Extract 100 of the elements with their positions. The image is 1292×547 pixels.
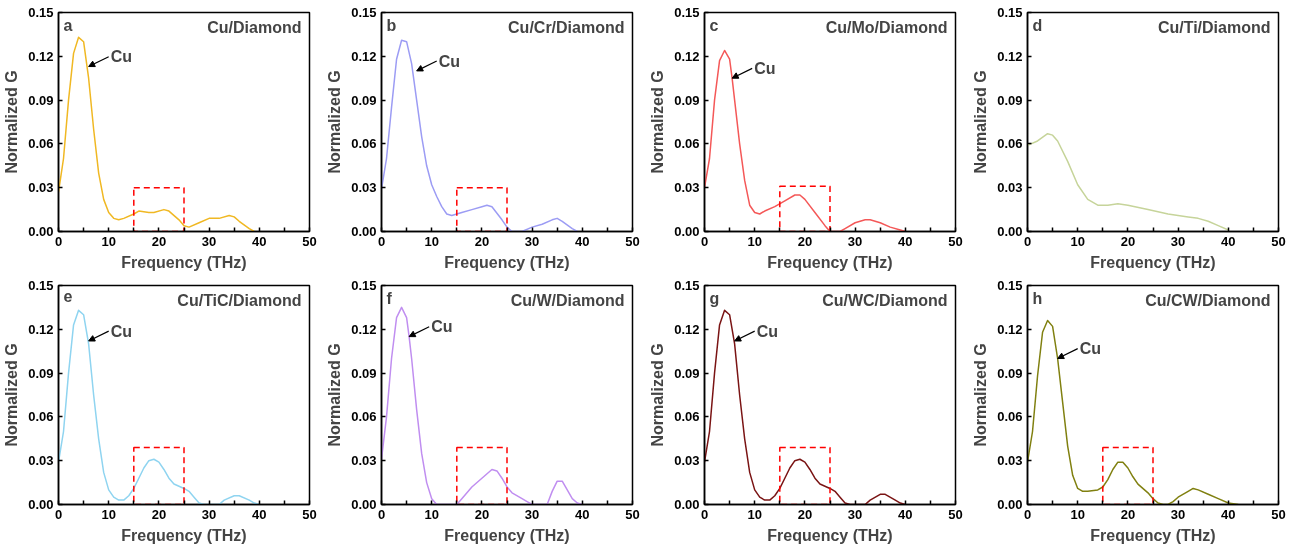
y-tick-label: 0.03 [28, 453, 54, 469]
x-tick-label: 30 [201, 506, 217, 522]
x-tick-label: 20 [151, 506, 167, 522]
y-tick-label: 0.00 [351, 497, 377, 512]
annotation: Cu [756, 322, 779, 340]
x-tick-label: 30 [524, 233, 540, 249]
annotation: g [709, 289, 720, 307]
annotation: Cu [754, 59, 776, 77]
x-tick-label: 30 [847, 233, 863, 249]
chart-title: Cu/W/Diamond [510, 291, 625, 309]
chart-title: Cu/WC/Diamond [822, 291, 948, 309]
x-axis-title: Frequency (THz) [121, 253, 247, 271]
y-tick-label: 0.09 [674, 365, 700, 381]
y-tick-label: 0.03 [997, 180, 1023, 196]
x-tick-label: 30 [201, 233, 217, 249]
annotation: Cu [110, 48, 133, 66]
x-tick-label: 40 [1221, 233, 1236, 249]
y-tick-label: 0.06 [351, 136, 377, 152]
x-tick-label: 10 [101, 506, 116, 522]
y-tick-label: 0.12 [351, 321, 377, 337]
x-tick-label: 40 [252, 233, 267, 249]
y-axis-title: Normalized G [972, 343, 990, 447]
chart-title: Cu/Mo/Diamond [825, 18, 948, 36]
chart-title: Cu/TiC/Diamond [177, 291, 302, 309]
y-tick-label: 0.09 [28, 365, 54, 381]
y-tick-label: 0.03 [351, 453, 377, 469]
annotation: Cu [1079, 340, 1102, 358]
annotation: d [1032, 16, 1043, 34]
y-axis-title: Normalized G [649, 343, 667, 447]
annotation: b [386, 16, 397, 34]
x-tick-label: 40 [252, 506, 267, 522]
x-tick-label: 0 [377, 233, 386, 249]
y-tick-label: 0.00 [997, 497, 1023, 512]
y-axis-title: Normalized G [3, 343, 21, 447]
y-tick-label: 0.15 [674, 278, 700, 293]
x-tick-label: 20 [1120, 233, 1136, 249]
x-tick-label: 20 [1120, 506, 1136, 522]
x-tick-label: 30 [1170, 233, 1186, 249]
y-tick-label: 0.09 [351, 92, 377, 108]
x-tick-label: 10 [101, 233, 116, 249]
y-tick-label: 0.12 [997, 48, 1023, 64]
y-tick-label: 0.00 [28, 224, 54, 239]
x-axis-title: Frequency (THz) [1090, 253, 1216, 271]
y-tick-label: 0.03 [351, 180, 377, 196]
x-tick-label: 50 [302, 233, 317, 249]
y-tick-label: 0.09 [351, 365, 377, 381]
x-tick-label: 20 [797, 233, 813, 249]
x-tick-label: 50 [948, 506, 963, 522]
x-tick-label: 10 [424, 506, 439, 522]
x-tick-label: 50 [1271, 233, 1286, 249]
x-tick-label: 10 [747, 233, 762, 249]
y-tick-label: 0.15 [674, 5, 700, 20]
y-axis-title: Normalized G [326, 70, 344, 174]
y-tick-label: 0.09 [674, 92, 700, 108]
y-tick-label: 0.12 [28, 321, 54, 337]
x-tick-label: 40 [898, 233, 913, 249]
y-tick-label: 0.12 [674, 48, 700, 64]
x-tick-label: 0 [700, 506, 709, 522]
x-axis-title: Frequency (THz) [767, 526, 893, 544]
x-tick-label: 50 [302, 506, 317, 522]
x-tick-label: 0 [1023, 233, 1032, 249]
y-tick-label: 0.06 [351, 409, 377, 425]
y-tick-label: 0.09 [28, 92, 54, 108]
x-tick-label: 0 [1023, 506, 1032, 522]
y-tick-label: 0.03 [674, 180, 700, 196]
x-tick-label: 0 [54, 506, 63, 522]
y-tick-label: 0.09 [997, 365, 1023, 381]
y-tick-label: 0.06 [674, 136, 700, 152]
x-tick-label: 40 [575, 233, 590, 249]
x-axis-title: Frequency (THz) [1090, 526, 1216, 544]
x-axis-title: Frequency (THz) [767, 253, 893, 271]
y-tick-label: 0.00 [28, 497, 54, 512]
x-tick-label: 40 [898, 506, 913, 522]
x-tick-label: 30 [1170, 506, 1186, 522]
annotation: c [709, 16, 719, 34]
y-tick-label: 0.06 [997, 409, 1023, 425]
y-tick-label: 0.06 [997, 136, 1023, 152]
y-tick-label: 0.15 [28, 278, 54, 293]
annotation: h [1032, 289, 1043, 307]
annotation: e [63, 287, 73, 305]
x-tick-label: 40 [1221, 506, 1236, 522]
y-tick-label: 0.12 [351, 48, 377, 64]
y-tick-label: 0.03 [997, 453, 1023, 469]
y-tick-label: 0.15 [351, 278, 377, 293]
y-tick-label: 0.00 [997, 224, 1023, 239]
y-tick-label: 0.09 [997, 92, 1023, 108]
x-tick-label: 10 [424, 233, 439, 249]
y-axis-title: Normalized G [3, 70, 21, 174]
x-tick-label: 10 [1070, 506, 1085, 522]
chart-title: Cu/Cr/Diamond [508, 18, 625, 36]
y-tick-label: 0.03 [28, 180, 54, 196]
x-tick-label: 20 [474, 233, 490, 249]
x-tick-label: 10 [1070, 233, 1085, 249]
x-axis-title: Frequency (THz) [444, 253, 570, 271]
y-axis-title: Normalized G [972, 70, 990, 174]
x-tick-label: 30 [847, 506, 863, 522]
annotation: Cu [438, 52, 461, 70]
y-axis-title: Normalized G [649, 70, 667, 174]
y-tick-label: 0.00 [674, 497, 700, 512]
y-tick-label: 0.00 [351, 224, 377, 239]
